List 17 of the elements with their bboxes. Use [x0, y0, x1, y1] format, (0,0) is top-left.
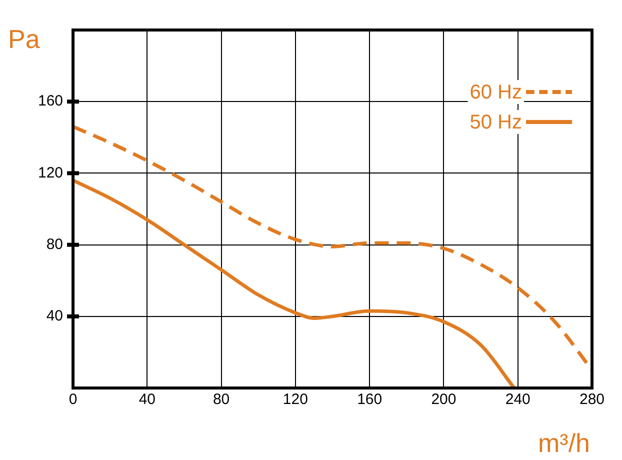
x-tick-label: 240: [505, 391, 530, 408]
line-series: [73, 178, 516, 388]
x-tick-label: 0: [68, 391, 78, 408]
x-axis-title: m³/h: [538, 428, 590, 458]
y-tick-label: 40: [46, 308, 64, 325]
legend-label: 50 Hz: [470, 112, 522, 134]
x-tick-label: 80: [212, 391, 230, 408]
x-tick-label: 120: [282, 391, 308, 408]
x-tick-label: 160: [357, 391, 382, 408]
x-tick-label: 200: [431, 391, 456, 408]
y-tick-label: 120: [38, 164, 64, 182]
y-tick-label: 80: [46, 236, 64, 253]
x-tick-label: 40: [138, 391, 156, 408]
y-axis-title: Pa: [8, 24, 40, 54]
legend-label: 60 Hz: [470, 82, 522, 104]
x-tick-label: 280: [579, 391, 605, 408]
y-tick-label: 160: [38, 92, 64, 110]
